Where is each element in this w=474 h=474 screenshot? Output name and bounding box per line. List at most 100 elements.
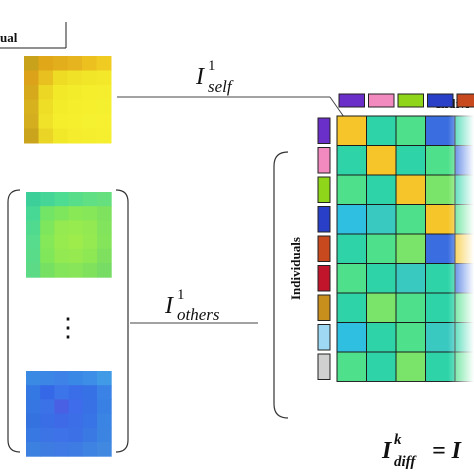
top-strip-swatch — [338, 93, 365, 108]
self-heatmap-cell — [24, 128, 39, 144]
others-blue-cell — [68, 427, 84, 443]
self-heatmap-cell — [67, 70, 83, 86]
others-blue-cell — [54, 442, 70, 457]
self-heatmap-cell — [38, 128, 54, 144]
self-heatmap-cell — [53, 128, 68, 144]
ellipsis-vertical: ⋮ — [55, 313, 81, 342]
others-green-cell — [40, 192, 55, 207]
self-heatmap-cell — [67, 128, 83, 144]
others-heatmap-green — [26, 192, 112, 278]
self-heatmap-cell — [96, 56, 112, 71]
difference-heatmap-cell — [336, 233, 367, 264]
others-blue-cell — [68, 413, 84, 429]
others-blue-cell — [82, 385, 98, 400]
side-strip-swatch — [317, 324, 331, 351]
others-blue-cell — [68, 385, 84, 400]
difference-heatmap-cell — [336, 292, 367, 323]
others-blue-cell — [40, 427, 55, 443]
self-heatmap-cell — [96, 128, 112, 144]
self-heatmap-cell — [82, 70, 97, 86]
side-strip-swatch — [317, 147, 331, 174]
others-blue-cell — [82, 371, 98, 386]
others-blue-cell — [26, 413, 41, 429]
difference-heatmap-cell — [366, 233, 397, 264]
others-green-cell — [40, 263, 55, 278]
others-green-cell — [26, 234, 41, 250]
self-heatmap-cell — [53, 85, 68, 100]
difference-heatmap-cell — [395, 322, 426, 353]
others-green-cell — [68, 234, 84, 250]
self-heatmap-cell — [24, 70, 39, 86]
others-heatmap-blue — [26, 371, 112, 457]
individual-color-strip-top — [338, 93, 474, 108]
others-blue-cell — [40, 399, 55, 415]
individual-color-strip-side — [317, 117, 331, 380]
self-heatmap-cell — [38, 70, 54, 86]
difference-heatmap-cell — [336, 351, 367, 382]
others-green-cell — [54, 263, 70, 278]
difference-heatmap-cell — [366, 263, 397, 294]
others-green-cell — [82, 220, 98, 236]
others-blue-cell — [40, 413, 55, 429]
others-green-cell — [68, 206, 84, 221]
self-heatmap-cell — [24, 56, 39, 71]
others-green-cell — [97, 192, 112, 207]
side-strip-swatch — [317, 235, 331, 262]
others-block: ⋮ — [7, 189, 129, 457]
others-blue-cell — [40, 371, 55, 386]
others-green-cell — [68, 248, 84, 264]
self-heatmap-cell — [82, 128, 97, 144]
top-strip-swatch — [456, 93, 474, 108]
partial-label-top-left: ual — [0, 30, 18, 45]
self-heatmap-cell — [24, 99, 39, 115]
right-fade — [448, 110, 474, 410]
others-green-cell — [40, 206, 55, 221]
others-blue-cell — [97, 427, 112, 443]
others-blue-cell — [97, 413, 112, 429]
difference-matrix-panel: Indivi Individuals — [273, 93, 474, 419]
difference-heatmap-cell — [336, 263, 367, 294]
i-self-sup: 1 — [208, 58, 216, 74]
right-bracket — [115, 189, 129, 453]
others-green-cell — [82, 248, 98, 264]
formula-sub: diff — [394, 454, 417, 470]
difference-heatmap-cell — [395, 115, 426, 146]
difference-heatmap-cell — [395, 292, 426, 323]
others-blue-cell — [40, 385, 55, 400]
i-others-sup: 1 — [177, 287, 185, 303]
i-others-label: I 1 others — [164, 287, 220, 324]
others-blue-cell — [26, 385, 41, 400]
difference-heatmap-cell — [366, 292, 397, 323]
others-green-cell — [26, 263, 41, 278]
self-heatmap-cell — [38, 85, 54, 100]
others-blue-cell — [82, 399, 98, 415]
difference-heatmap-cell — [395, 263, 426, 294]
others-blue-cell — [68, 399, 84, 415]
self-heatmap-cell — [82, 99, 97, 115]
others-green-cell — [68, 220, 84, 236]
i-others-sub: others — [177, 305, 220, 324]
others-green-cell — [82, 234, 98, 250]
side-strip-swatch — [317, 294, 331, 321]
matrix-left-bracket — [273, 151, 289, 419]
self-heatmap-cell — [82, 85, 97, 100]
others-green-cell — [82, 192, 98, 207]
others-blue-cell — [97, 399, 112, 415]
self-heatmap-cell — [67, 85, 83, 100]
others-blue-cell — [26, 442, 41, 457]
others-blue-cell — [40, 442, 55, 457]
others-green-cell — [54, 234, 70, 250]
difference-heatmap-cell — [395, 233, 426, 264]
side-strip-swatch — [317, 353, 331, 380]
self-heatmap-cell — [53, 70, 68, 86]
difference-heatmap-cell — [336, 174, 367, 205]
top-strip-swatch — [427, 93, 454, 108]
others-green-cell — [54, 220, 70, 236]
side-strip-swatch — [317, 117, 331, 144]
difference-heatmap-cell — [336, 322, 367, 353]
self-heatmap-cell — [96, 114, 112, 129]
i-self-sub: self — [208, 77, 234, 96]
others-green-cell — [97, 206, 112, 221]
self-heatmap-cell — [38, 56, 54, 71]
